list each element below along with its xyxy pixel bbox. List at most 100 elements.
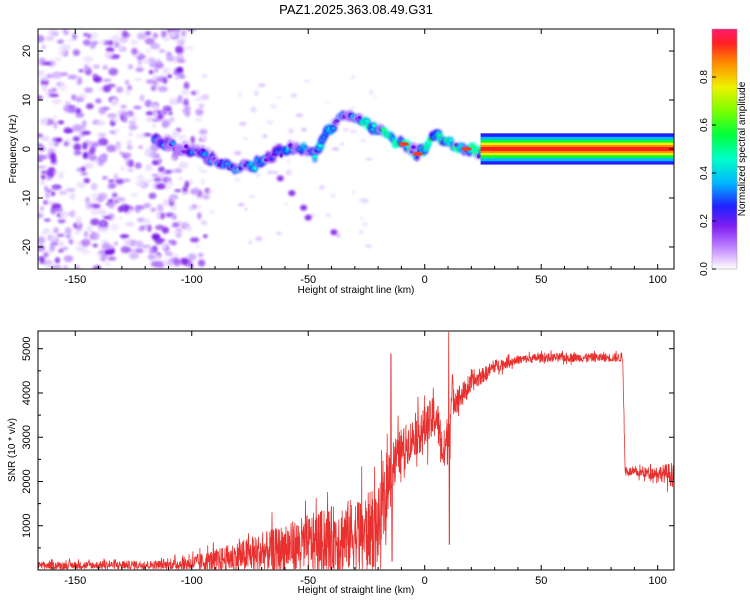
spectrogram-noise-blob bbox=[360, 215, 364, 221]
spectrogram-noise-blob bbox=[167, 30, 178, 38]
spectrogram-noise-blob bbox=[107, 256, 117, 261]
spectrogram-noise-blob bbox=[178, 161, 189, 169]
spectrogram-noise-blob bbox=[92, 196, 98, 202]
spectrogram-noise-blob bbox=[75, 221, 82, 228]
spectrogram-noise-blob bbox=[106, 144, 116, 153]
spectrogram-noise-blob bbox=[108, 179, 115, 183]
spectrogram-noise-blob bbox=[340, 142, 344, 146]
spectrogram-noise-blob bbox=[135, 180, 146, 187]
spectrogram-noise-blob bbox=[114, 128, 121, 133]
spectrogram-noise-blob bbox=[93, 76, 103, 83]
spectrogram-noise-blob bbox=[239, 121, 247, 126]
spectrogram-noise-blob bbox=[69, 209, 76, 218]
spectrogram-noise-blob bbox=[134, 248, 144, 254]
spectrogram-noise-blob bbox=[160, 109, 168, 116]
spectrogram-noise-blob bbox=[86, 103, 94, 110]
spectrogram-noise-blob bbox=[38, 70, 45, 76]
spectrogram-noise-blob bbox=[38, 133, 43, 138]
spectrogram-noise-blob bbox=[161, 121, 169, 129]
spectrogram-noise-blob bbox=[38, 246, 45, 252]
spectrogram-noise-blob bbox=[90, 183, 98, 191]
spectrogram-noise-blob bbox=[174, 168, 183, 173]
spectrogram-noise-blob bbox=[361, 221, 369, 227]
spectrogram-noise-blob bbox=[126, 168, 135, 172]
snr-x-tick-label: 100 bbox=[649, 575, 667, 587]
colorbar-frame bbox=[711, 28, 738, 270]
spectrogram-noise-blob bbox=[180, 36, 186, 42]
spectrogram-y-tick-label: 20 bbox=[21, 45, 33, 57]
spectrogram-noise-blob bbox=[74, 229, 81, 235]
spectrogram-ridge-core bbox=[312, 155, 317, 159]
spectrogram-noise-blob bbox=[262, 134, 268, 139]
spectrogram-noise-blob bbox=[38, 212, 44, 219]
spectrogram-noise-blob bbox=[81, 166, 86, 172]
colorbar-tick-label: 0.2 bbox=[699, 214, 710, 228]
spectrogram-noise-blob bbox=[97, 192, 108, 200]
spectrogram-noise-blob bbox=[53, 56, 62, 62]
spectrogram-noise-blob bbox=[42, 62, 52, 65]
snr-x-tick-label: -100 bbox=[181, 575, 203, 587]
spectrogram-noise-blob bbox=[113, 173, 119, 182]
spectrogram-ridge-core bbox=[426, 142, 431, 147]
spectrogram-noise-blob bbox=[151, 123, 157, 129]
spectrogram-noise-blob bbox=[125, 221, 135, 227]
spectrogram-noise-blob bbox=[162, 37, 171, 42]
spectrogram-noise-blob bbox=[40, 174, 46, 180]
spectrogram-noise-blob bbox=[324, 101, 331, 104]
spectrogram-noise-blob bbox=[192, 204, 198, 209]
spectrogram-noise-blob bbox=[185, 46, 195, 51]
spectrogram-noise-blob bbox=[162, 181, 169, 185]
spectrogram-noise-blob bbox=[175, 29, 181, 33]
spectrogram-noise-blob bbox=[96, 253, 104, 258]
spectrogram-noise-blob bbox=[97, 226, 108, 233]
spectrogram-noise-blob bbox=[152, 104, 159, 110]
spectrogram-noise-blob bbox=[56, 233, 65, 237]
spectrogram-noise-blob bbox=[38, 154, 48, 160]
spectrogram-noise-blob bbox=[243, 137, 249, 140]
spectrogram-noise-blob bbox=[365, 158, 373, 161]
spectrogram-noise-blob bbox=[195, 116, 203, 122]
spectrogram-noise-blob bbox=[109, 130, 116, 134]
spectrogram-noise-blob bbox=[145, 79, 155, 84]
spectrogram-noise-blob bbox=[120, 203, 130, 212]
spectrogram-noise-blob bbox=[136, 133, 147, 139]
spectrogram-noise-blob bbox=[54, 208, 64, 212]
spectrogram-noise-blob bbox=[167, 74, 172, 79]
spectrogram-noise-blob bbox=[80, 172, 88, 176]
spectrogram-noise-blob bbox=[250, 106, 257, 113]
spectrogram-noise-blob bbox=[84, 87, 94, 93]
spectrogram-noise-blob bbox=[237, 202, 245, 207]
spectrogram-noise-blob bbox=[342, 128, 349, 132]
spectrogram-noise-blob bbox=[163, 105, 171, 110]
figure-title: PAZ1.2025.363.08.49.G31 bbox=[279, 2, 433, 17]
spectrogram-noise-blob bbox=[152, 32, 158, 39]
spectrogram-noise-blob bbox=[181, 140, 188, 144]
spectrogram-noise-blob bbox=[117, 197, 126, 202]
spectrogram-noise-blob bbox=[201, 133, 207, 139]
spectrogram-noise-blob bbox=[133, 78, 143, 81]
spectrogram-y-axis-label: Frequency (Hz) bbox=[8, 115, 19, 184]
spectrogram-noise-blob bbox=[157, 158, 162, 164]
spectrogram-noise-blob bbox=[174, 189, 182, 193]
spectrogram-noise-blob bbox=[100, 220, 106, 226]
spectrogram-noise-blob bbox=[59, 240, 65, 248]
spectrogram-noise-blob bbox=[52, 115, 58, 121]
spectrogram-noise-blob bbox=[57, 171, 65, 180]
spectrogram-noise-blob bbox=[67, 212, 73, 216]
spectrogram-noise-blob bbox=[59, 44, 69, 52]
spectrogram-noise-blob bbox=[195, 244, 201, 249]
spectrogram-noise-blob bbox=[97, 133, 107, 137]
spectrogram-noise-blob bbox=[122, 30, 128, 37]
snr-y-tick-label: 1000 bbox=[21, 513, 33, 537]
spectrogram-noise-blob bbox=[147, 253, 156, 261]
spectrogram-noise-blob bbox=[104, 249, 115, 255]
spectrogram-noise-blob bbox=[168, 258, 173, 267]
colorbar-label: Normalized spectral amplitude bbox=[737, 81, 748, 216]
spectrogram-noise-blob bbox=[102, 242, 111, 249]
spectrogram-noise-blob bbox=[76, 182, 86, 188]
spectrogram-noise-blob bbox=[151, 173, 160, 177]
spectrogram-noise-blob bbox=[190, 136, 195, 144]
spectrogram-noise-blob bbox=[133, 105, 142, 110]
spectrogram-noise-blob bbox=[85, 201, 93, 210]
